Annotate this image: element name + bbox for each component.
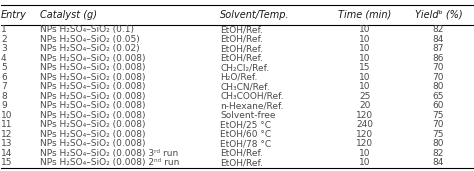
Text: 75: 75 [433, 130, 444, 139]
Text: NPs H₂SO₄–SiO₂ (0.008): NPs H₂SO₄–SiO₂ (0.008) [40, 101, 146, 110]
Text: 80: 80 [433, 82, 444, 91]
Text: 10: 10 [359, 149, 371, 158]
Text: 10: 10 [359, 44, 371, 53]
Text: 240: 240 [356, 120, 374, 129]
Text: NPs H₂SO₄–SiO₂ (0.008): NPs H₂SO₄–SiO₂ (0.008) [40, 73, 146, 82]
Text: 10: 10 [359, 158, 371, 167]
Text: 20: 20 [359, 101, 371, 110]
Text: NPs H₂SO₄–SiO₂ (0.008): NPs H₂SO₄–SiO₂ (0.008) [40, 130, 146, 139]
Text: 10: 10 [359, 82, 371, 91]
Text: 70: 70 [433, 120, 444, 129]
Text: 10: 10 [359, 35, 371, 44]
Text: 80: 80 [433, 139, 444, 148]
Text: 15: 15 [359, 63, 371, 72]
Text: 15: 15 [1, 158, 12, 167]
Text: 10: 10 [359, 25, 371, 34]
Text: 9: 9 [1, 101, 7, 110]
Text: Solvent-free: Solvent-free [220, 111, 276, 120]
Text: CH₃CN/Ref.: CH₃CN/Ref. [220, 82, 270, 91]
Text: 8: 8 [1, 92, 7, 101]
Text: 12: 12 [1, 130, 12, 139]
Text: Time (min): Time (min) [338, 10, 392, 20]
Text: CH₂Cl₂/Ref.: CH₂Cl₂/Ref. [220, 63, 270, 72]
Text: NPs H₂SO₄–SiO₂ (0.008): NPs H₂SO₄–SiO₂ (0.008) [40, 54, 146, 63]
Text: 5: 5 [1, 63, 7, 72]
Text: EtOH/Ref.: EtOH/Ref. [220, 158, 264, 167]
Text: 10: 10 [1, 111, 12, 120]
Text: NPs H₂SO₄–SiO₂ (0.008): NPs H₂SO₄–SiO₂ (0.008) [40, 82, 146, 91]
Text: NPs H₂SO₄–SiO₂ (0.008): NPs H₂SO₄–SiO₂ (0.008) [40, 92, 146, 101]
Text: 3: 3 [1, 44, 7, 53]
Text: NPs H₂SO₄–SiO₂ (0.008): NPs H₂SO₄–SiO₂ (0.008) [40, 139, 146, 148]
Text: NPs H₂SO₄–SiO₂ (0.008): NPs H₂SO₄–SiO₂ (0.008) [40, 111, 146, 120]
Text: NPs H₂SO₄–SiO₂ (0.008): NPs H₂SO₄–SiO₂ (0.008) [40, 120, 146, 129]
Text: EtOH/Ref.: EtOH/Ref. [220, 25, 264, 34]
Text: 25: 25 [359, 92, 371, 101]
Text: 13: 13 [1, 139, 12, 148]
Text: 65: 65 [433, 92, 444, 101]
Text: NPs H₂SO₄–SiO₂ (0.1): NPs H₂SO₄–SiO₂ (0.1) [40, 25, 134, 34]
Text: 120: 120 [356, 130, 374, 139]
Text: 84: 84 [433, 158, 444, 167]
Text: 120: 120 [356, 111, 374, 120]
Text: 14: 14 [1, 149, 12, 158]
Text: 120: 120 [356, 139, 374, 148]
Text: 11: 11 [1, 120, 12, 129]
Text: 7: 7 [1, 82, 7, 91]
Text: 6: 6 [1, 73, 7, 82]
Text: 82: 82 [433, 25, 444, 34]
Text: H₂O/Ref.: H₂O/Ref. [220, 73, 258, 82]
Text: 84: 84 [433, 35, 444, 44]
Text: NPs H₂SO₄–SiO₂ (0.008) 3ʳᵈ run: NPs H₂SO₄–SiO₂ (0.008) 3ʳᵈ run [40, 149, 179, 158]
Text: EtOH/25 °C: EtOH/25 °C [220, 120, 272, 129]
Text: EtOH/78 °C: EtOH/78 °C [220, 139, 272, 148]
Text: 86: 86 [433, 54, 444, 63]
Text: 4: 4 [1, 54, 7, 63]
Text: 87: 87 [433, 44, 444, 53]
Text: CH₃COOH/Ref.: CH₃COOH/Ref. [220, 92, 284, 101]
Text: 60: 60 [433, 101, 444, 110]
Text: 2: 2 [1, 35, 7, 44]
Text: 82: 82 [433, 149, 444, 158]
Text: 70: 70 [433, 63, 444, 72]
Text: Solvent/Temp.: Solvent/Temp. [220, 10, 290, 20]
Text: EtOH/Ref.: EtOH/Ref. [220, 35, 264, 44]
Text: NPs H₂SO₄–SiO₂ (0.05): NPs H₂SO₄–SiO₂ (0.05) [40, 35, 140, 44]
Text: 75: 75 [433, 111, 444, 120]
Text: NPs H₂SO₄–SiO₂ (0.008): NPs H₂SO₄–SiO₂ (0.008) [40, 63, 146, 72]
Text: 10: 10 [359, 73, 371, 82]
Text: Catalyst (g): Catalyst (g) [40, 10, 97, 20]
Text: EtOH/60 °C: EtOH/60 °C [220, 130, 272, 139]
Text: EtOH/Ref.: EtOH/Ref. [220, 44, 264, 53]
Text: EtOH/Ref.: EtOH/Ref. [220, 54, 264, 63]
Text: NPs H₂SO₄–SiO₂ (0.008) 2ⁿᵈ run: NPs H₂SO₄–SiO₂ (0.008) 2ⁿᵈ run [40, 158, 180, 167]
Text: n-Hexane/Ref.: n-Hexane/Ref. [220, 101, 284, 110]
Text: Yieldᵇ (%): Yieldᵇ (%) [415, 10, 462, 20]
Text: NPs H₂SO₄–SiO₂ (0.02): NPs H₂SO₄–SiO₂ (0.02) [40, 44, 140, 53]
Text: 70: 70 [433, 73, 444, 82]
Text: 10: 10 [359, 54, 371, 63]
Text: 1: 1 [1, 25, 7, 34]
Text: Entry: Entry [1, 10, 27, 20]
Text: EtOH/Ref.: EtOH/Ref. [220, 149, 264, 158]
